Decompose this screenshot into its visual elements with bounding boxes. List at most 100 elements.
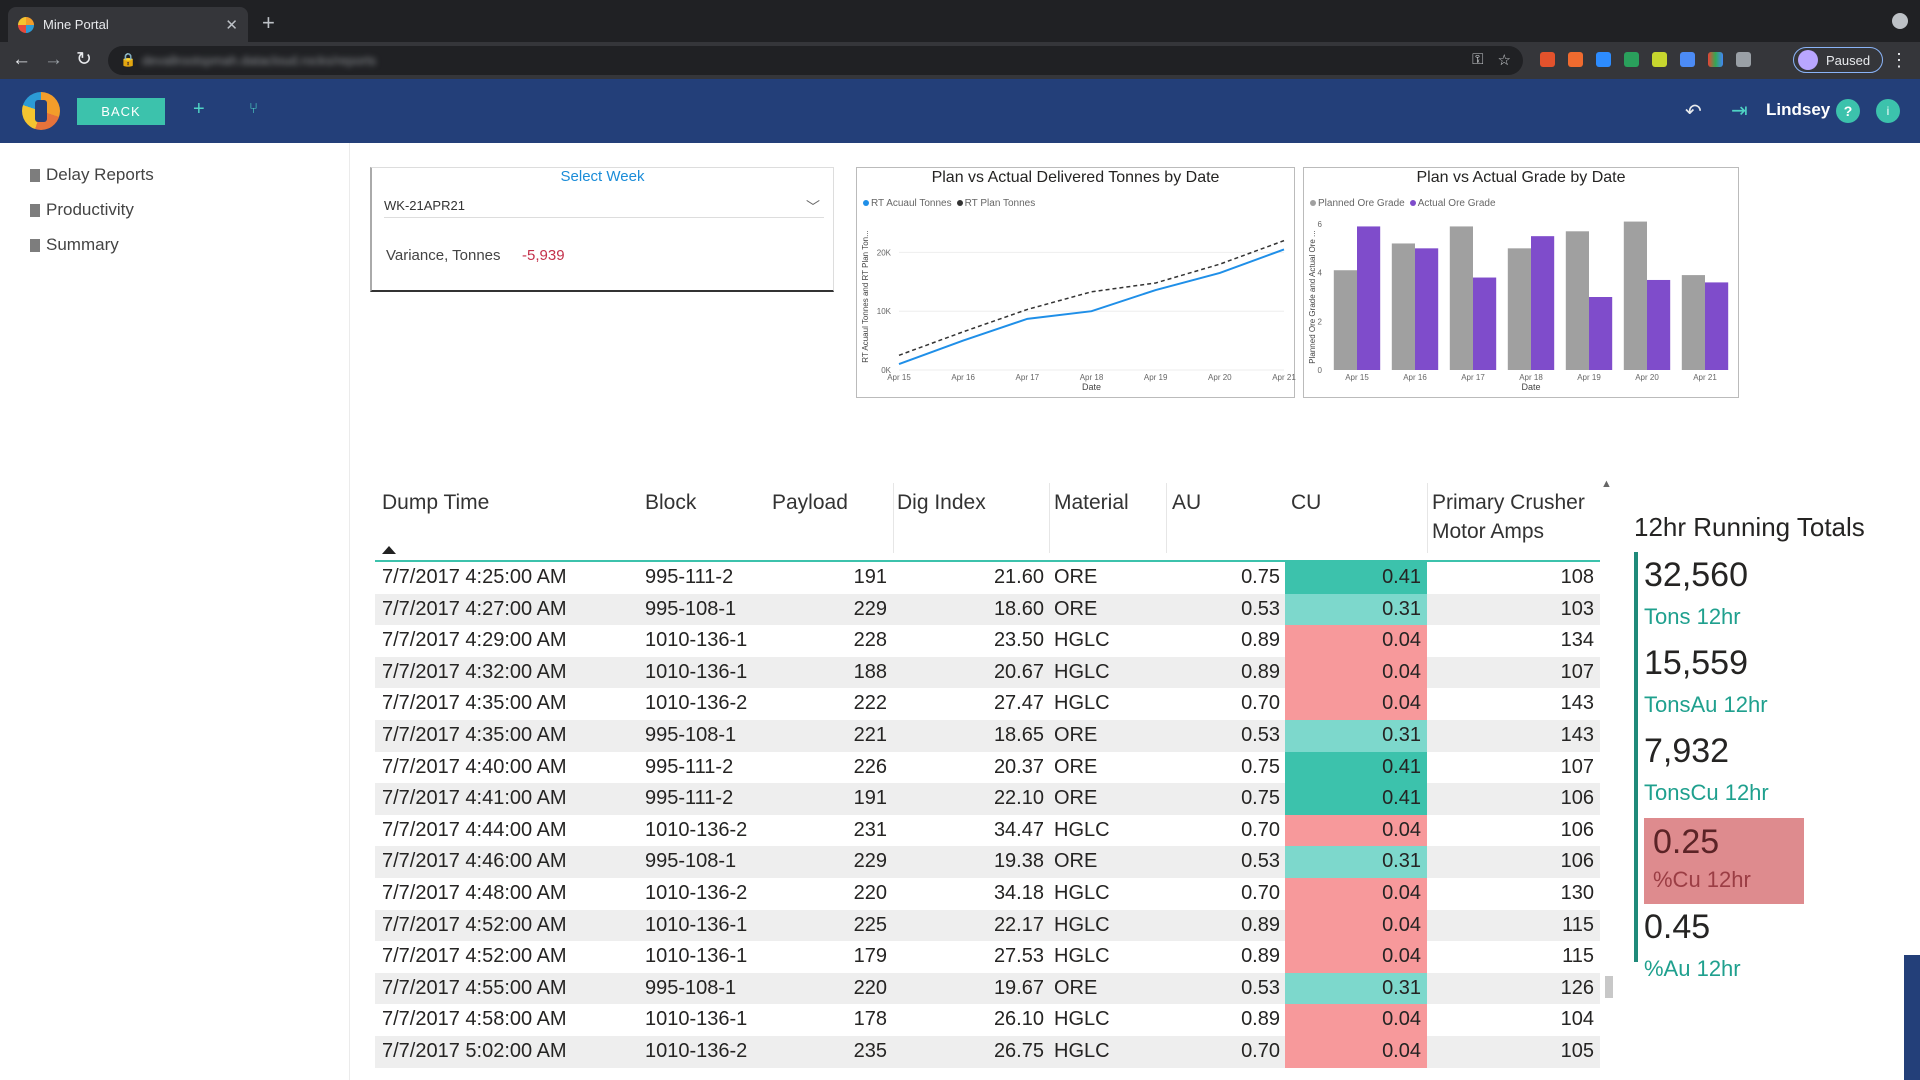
branch-icon[interactable]: ⑂ [249, 100, 259, 117]
x-tick-label: Apr 21 [1693, 373, 1717, 382]
table-row[interactable]: 7/7/2017 4:44:00 AM 1010-136-2 231 34.47 HGL… [375, 814, 1600, 847]
table-row[interactable]: 7/7/2017 4:35:00 AM 995-108-1 221 18.65 ORE 0… [375, 720, 1600, 752]
mine-portal-favicon-icon [18, 16, 34, 33]
kpi-value: 0.25 [1653, 823, 1720, 861]
key-icon[interactable]: ⚿ [1472, 51, 1484, 68]
extension-icon[interactable] [1680, 52, 1695, 67]
table-row[interactable]: 7/7/2017 4:58:00 AM 1010-136-1 178 26.10 HGL… [375, 1004, 1600, 1036]
x-tick-label: Apr 18 [1519, 373, 1543, 382]
table-row[interactable]: 7/7/2017 4:52:00 AM 1010-136-1 179 27.53 HGL… [375, 941, 1600, 973]
col-dump-time[interactable]: Dump Time [382, 491, 490, 514]
table-row[interactable]: 7/7/2017 4:35:00 AM 1010-136-2 222 27.47 HGL… [375, 688, 1600, 720]
help-icon[interactable]: ? [1836, 99, 1860, 123]
week-dropdown[interactable]: WK-21APR21 ﹀ [384, 194, 824, 218]
col-block[interactable]: Block [645, 491, 697, 514]
y-tick-label: 4 [1318, 269, 1323, 278]
forward-arrow-icon[interactable]: → [44, 49, 63, 70]
col-au[interactable]: AU [1172, 491, 1202, 514]
table-row[interactable]: 7/7/2017 5:02:00 AM 1010-136-2 235 26.75 HGL… [375, 1036, 1600, 1068]
puzzle-extensions-icon[interactable] [1736, 52, 1751, 67]
add-icon[interactable]: + [193, 98, 205, 120]
cell-block: 995-108-1 [645, 850, 737, 873]
extension-icon[interactable] [1708, 52, 1723, 67]
zoom-extension-icon[interactable] [1596, 52, 1611, 67]
sidebar-item-productivity[interactable]: Productivity [30, 200, 134, 220]
legend-actual-grade: Actual Ore Grade [1417, 198, 1496, 209]
col-material[interactable]: Material [1054, 491, 1129, 514]
sidebar-item-delay-reports[interactable]: Delay Reports [30, 165, 154, 185]
extension-icon[interactable] [1652, 52, 1667, 67]
kpi-tons-cu: 7,932 TonsCu 12hr [1644, 732, 1804, 818]
document-icon [30, 168, 40, 182]
back-arrow-icon[interactable]: ← [12, 49, 31, 70]
browser-toolbar: ← → ↻ 🔒 devallrootspmah.datacloud.rocks/… [0, 42, 1920, 79]
sort-ascending-icon[interactable] [382, 546, 396, 554]
cell-crusher-amps: 143 [1560, 724, 1594, 746]
cell-payload: 229 [853, 850, 887, 873]
sidebar-item-summary[interactable]: Summary [30, 235, 119, 255]
cell-dig-index: 34.18 [993, 882, 1044, 904]
table-row[interactable]: 7/7/2017 4:46:00 AM 995-108-1 229 19.38 ORE 0… [375, 846, 1600, 878]
table-row[interactable]: 7/7/2017 4:41:00 AM 995-111-2 191 22.10 ORE 0… [375, 783, 1600, 815]
cell-payload: 226 [853, 755, 887, 778]
tab-search-icon[interactable] [1892, 13, 1908, 29]
new-tab-button[interactable]: + [262, 10, 275, 35]
info-icon[interactable]: i [1876, 99, 1900, 123]
cell-crusher-amps: 106 [1560, 787, 1594, 810]
user-name[interactable]: Lindsey [1766, 100, 1831, 119]
bar-planned [1449, 226, 1473, 370]
cell-cu: 0.04 [1285, 878, 1427, 910]
x-axis-label: Date [1082, 382, 1101, 392]
bookmark-star-icon[interactable]: ☆ [1497, 52, 1511, 69]
table-row[interactable]: 7/7/2017 4:29:00 AM 1010-136-1 228 23.50 HGL… [375, 625, 1600, 657]
tab-title: Mine Portal [43, 17, 109, 32]
cell-dig-index: 26.10 [993, 1008, 1044, 1031]
cell-cu: 0.04 [1285, 656, 1427, 689]
col-crusher-amps[interactable]: Primary Crusher Motor Amps [1432, 491, 1585, 543]
cell-payload: 179 [853, 945, 887, 968]
cell-payload: 178 [853, 1008, 887, 1031]
cell-cu: 0.04 [1285, 625, 1427, 657]
browser-menu-icon[interactable]: ⋮ [1890, 50, 1908, 70]
browser-tab[interactable]: Mine Portal ✕ [8, 7, 248, 42]
table-row[interactable]: 7/7/2017 4:52:00 AM 1010-136-1 225 22.17 HGL… [375, 909, 1600, 942]
chevron-down-icon[interactable]: ﹀ [806, 199, 820, 215]
undo-icon[interactable]: ↶ [1685, 101, 1702, 123]
cell-dig-index: 19.38 [993, 850, 1044, 873]
cell-material: HGLC [1054, 1040, 1110, 1062]
address-bar[interactable]: 🔒 devallrootspmah.datacloud.rocks/report… [108, 46, 1523, 75]
col-payload[interactable]: Payload [772, 491, 848, 514]
cell-block: 995-108-1 [645, 976, 737, 999]
extension-icon[interactable] [1568, 52, 1583, 67]
col-cu[interactable]: CU [1291, 491, 1322, 514]
table-row[interactable]: 7/7/2017 4:32:00 AM 1010-136-1 188 20.67 HGL… [375, 656, 1600, 689]
x-tick-label: Apr 16 [951, 373, 975, 382]
table-row[interactable]: 7/7/2017 4:40:00 AM 995-111-2 226 20.37 ORE 0… [375, 751, 1600, 784]
tonnes-line-chart[interactable]: 0K 10K 20K Apr 15 Apr 16 Apr 17 Apr 18 Apr 19 Ap… [856, 167, 1296, 398]
table-row[interactable]: 7/7/2017 4:48:00 AM 1010-136-2 220 34.18 HGL… [375, 878, 1600, 910]
variance-label: Variance, Tonnes [386, 247, 501, 264]
table-row[interactable]: 7/7/2017 4:55:00 AM 995-108-1 220 19.67 ORE 0… [375, 972, 1600, 1005]
cell-dump-time: 7/7/2017 4:27:00 AM [382, 597, 567, 620]
extension-icon[interactable] [1540, 52, 1555, 67]
bar-planned [1681, 275, 1705, 370]
bar-actual [1647, 279, 1671, 370]
table-row[interactable]: 7/7/2017 4:25:00 AM 995-111-2 191 21.60 ORE 0… [375, 562, 1600, 594]
cell-cu: 0.04 [1285, 688, 1427, 720]
col-dig-index[interactable]: Dig Index [897, 491, 986, 514]
grade-bar-chart[interactable]: 0 2 4 6 Apr 15 Apr 16 Apr 17 Apr 18 Apr 19 Apr 20… [1303, 167, 1739, 398]
reload-icon[interactable]: ↻ [76, 49, 92, 70]
table-row[interactable]: 7/7/2017 4:27:00 AM 995-108-1 229 18.60 ORE 0… [375, 593, 1600, 626]
x-tick-label: Apr 16 [1403, 373, 1427, 382]
back-button[interactable]: BACK [77, 98, 165, 125]
cell-crusher-amps: 106 [1560, 818, 1594, 841]
cell-au: 0.53 [1241, 850, 1280, 873]
logout-icon[interactable]: ⇥ [1731, 100, 1748, 122]
scroll-up-icon[interactable]: ▲ [1601, 478, 1612, 490]
close-tab-icon[interactable]: ✕ [225, 16, 238, 34]
profile-button[interactable]: Paused [1793, 47, 1883, 73]
table-scrollbar[interactable] [1605, 976, 1613, 998]
bar-planned [1623, 221, 1647, 370]
app-logo[interactable] [22, 92, 60, 130]
extension-icon[interactable] [1624, 52, 1639, 67]
